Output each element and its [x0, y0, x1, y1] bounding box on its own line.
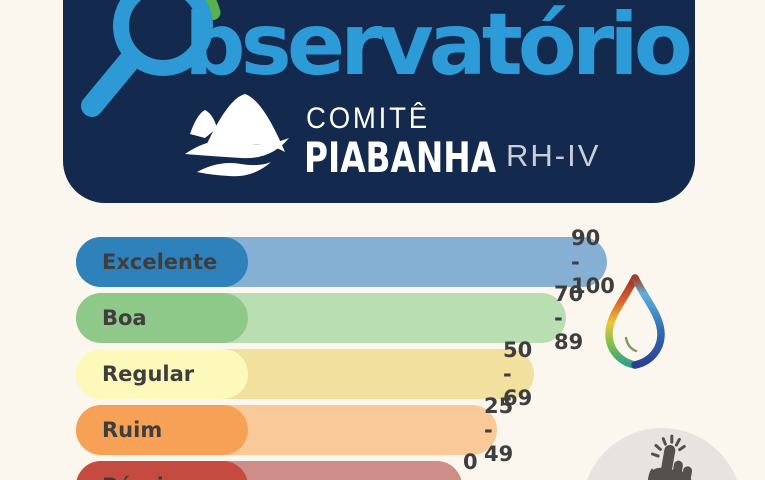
mountain-wave-logo-icon	[185, 94, 289, 177]
scale-label-pill: Ruim	[76, 405, 248, 455]
scale-range: 70 - 89	[554, 282, 584, 354]
org-name-line1: COMITÊ	[306, 102, 430, 135]
tap-hand-icon	[646, 434, 694, 480]
header-card: Observatório COMITÊ PIABANHA RH-IV	[63, 0, 695, 203]
scale-label: Boa	[102, 306, 147, 330]
org-name-line2: PIABANHA	[304, 133, 497, 182]
scale-label-pill: Péssima	[76, 461, 248, 480]
scale-label: Excelente	[102, 250, 218, 274]
scale-label-pill: Excelente	[76, 237, 248, 287]
scale-label: Regular	[102, 362, 195, 386]
scale-range: 25 - 49	[484, 394, 514, 466]
scale-range: 50 - 69	[503, 338, 533, 410]
app-title: Observatório	[116, 0, 693, 95]
rainbow-water-drop-icon	[605, 274, 665, 369]
magnifier-icon	[81, 0, 221, 117]
scale-label: Ruim	[102, 418, 163, 442]
scale-label-pill: Regular	[76, 349, 248, 399]
scale-label-pill: Boa	[76, 293, 248, 343]
tap-button[interactable]	[582, 428, 742, 480]
region-code: RH-IV	[506, 138, 601, 173]
scale-label: Péssima	[102, 474, 200, 480]
scale-range: 0 - 24	[463, 450, 478, 480]
